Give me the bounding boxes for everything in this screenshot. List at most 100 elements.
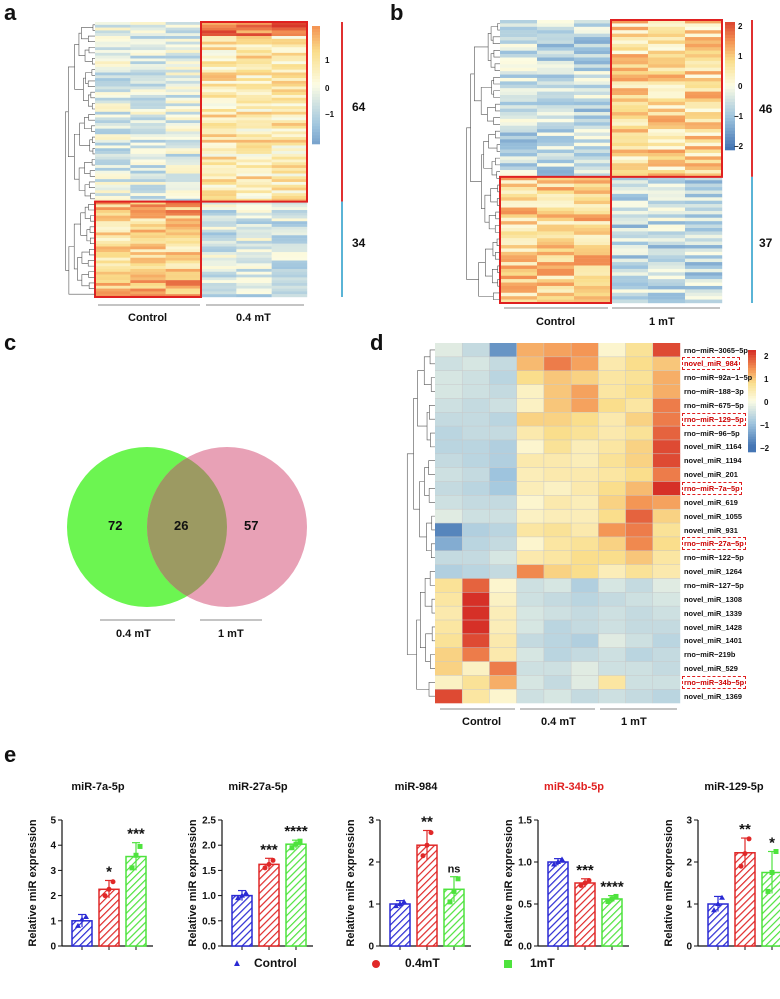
- heatmap-cell: [648, 71, 686, 75]
- heatmap-cell: [236, 198, 272, 202]
- heatmap-cell: [165, 142, 202, 146]
- heatmap-cell: [236, 106, 272, 110]
- heatmap-cell: [201, 151, 237, 155]
- heatmap-cell: [500, 262, 538, 266]
- heatmap-cell: [571, 412, 599, 427]
- heatmap-cell: [201, 243, 237, 247]
- heatmap-cell: [685, 163, 723, 167]
- heatmap-cell: [611, 139, 649, 143]
- heatmap-cell: [95, 125, 131, 129]
- heatmap-cell: [489, 509, 517, 524]
- heatmap-cell: [435, 453, 463, 468]
- heatmap-cell: [611, 60, 649, 65]
- heatmap-cell: [648, 40, 686, 45]
- heatmap-cell: [537, 255, 575, 259]
- heatmap-cell: [165, 27, 202, 31]
- data-point: [769, 870, 775, 875]
- heatmap-cell: [201, 86, 237, 90]
- heatmap-cell: [543, 439, 572, 454]
- heatmap-cell: [95, 83, 131, 87]
- heatmap-cell: [236, 24, 272, 28]
- heatmap-cell: [625, 633, 653, 648]
- heatmap-cell: [500, 71, 538, 75]
- bar-chart-ytick: 3: [686, 816, 692, 827]
- heatmap-d-row-label: rno−miR−122−5p: [684, 553, 744, 563]
- heatmap-cell: [516, 661, 545, 676]
- heatmap-cell: [130, 94, 166, 98]
- heatmap-cell: [165, 173, 202, 177]
- heatmap-cell: [165, 36, 202, 40]
- heatmap-cell: [236, 41, 272, 45]
- heatmap-cell: [95, 69, 131, 73]
- heatmap-cell: [236, 55, 272, 59]
- heatmap-cell: [574, 37, 612, 41]
- heatmap-cell: [271, 179, 308, 183]
- heatmap-cell: [236, 156, 272, 160]
- heatmap-cell: [571, 647, 599, 662]
- heatmap-d-group-control: Control: [462, 716, 502, 728]
- heatmap-cell: [236, 97, 272, 101]
- heatmap-cell: [201, 184, 237, 188]
- heatmap-cell: [201, 36, 237, 40]
- heatmap-d-group-1mt: 1 mT: [621, 716, 647, 728]
- heatmap-cell: [685, 156, 723, 160]
- heatmap-cell: [611, 152, 649, 157]
- heatmap-cell: [611, 227, 649, 232]
- heatmap-cell: [271, 41, 308, 45]
- heatmap-cell: [489, 439, 517, 454]
- heatmap-cell: [130, 117, 166, 121]
- heatmap-cell: [574, 152, 612, 157]
- heatmap-cell: [685, 285, 723, 290]
- heatmap-cell: [685, 289, 723, 293]
- heatmap-cell: [537, 163, 575, 167]
- heatmap-cell: [652, 384, 681, 399]
- heatmap-cell: [625, 356, 653, 371]
- heatmap-cell: [500, 88, 538, 92]
- heatmap-cell: [489, 523, 517, 538]
- heatmap-d-row-label: rno−miR−96−5p: [684, 428, 740, 438]
- heatmap-cell: [685, 265, 723, 270]
- heatmap-cell: [236, 75, 272, 79]
- heatmap-cell: [271, 268, 308, 272]
- heatmap-cell: [236, 92, 272, 96]
- heatmap-cell: [95, 266, 131, 270]
- heatmap-cell: [271, 207, 308, 211]
- heatmap-cell: [201, 167, 237, 171]
- heatmap-cell: [500, 139, 538, 143]
- heatmap-cell: [611, 129, 649, 133]
- heatmap-cell: [201, 288, 237, 292]
- heatmap-cell: [236, 176, 272, 180]
- bar-chart-ytick: 4: [50, 841, 56, 852]
- heatmap-cell: [165, 257, 202, 261]
- heatmap-cell: [537, 33, 575, 38]
- heatmap-cell: [574, 275, 612, 280]
- heatmap-cell: [500, 190, 538, 195]
- heatmap-cell: [489, 426, 517, 441]
- heatmap-cell: [95, 232, 131, 236]
- heatmap-cell: [611, 37, 649, 41]
- heatmap-cell: [236, 260, 272, 264]
- heatmap-cell: [201, 198, 237, 202]
- heatmap-cell: [685, 299, 723, 304]
- heatmap-cell: [165, 117, 202, 121]
- heatmap-cell: [201, 139, 237, 143]
- heatmap-cell: [462, 426, 490, 441]
- heatmap-d-row-label: novel_miR_1264: [684, 567, 742, 577]
- heatmap-cell: [652, 495, 681, 510]
- heatmap-cell: [574, 193, 612, 198]
- heatmap-cell: [500, 118, 538, 123]
- heatmap-cell: [95, 201, 131, 205]
- heatmap-cell: [574, 64, 612, 68]
- bar-chart-ylabel: Relative miR expression: [27, 819, 39, 946]
- heatmap-cell: [574, 146, 612, 150]
- heatmap-cell: [462, 509, 490, 524]
- heatmap-cell: [165, 162, 202, 166]
- heatmap-cell: [537, 88, 575, 92]
- heatmap-cell: [165, 89, 202, 93]
- heatmap-cell: [201, 44, 237, 48]
- heatmap-cell: [201, 103, 237, 107]
- significance-label: ns: [448, 864, 461, 876]
- heatmap-cell: [201, 232, 237, 236]
- heatmap-cell: [611, 268, 649, 273]
